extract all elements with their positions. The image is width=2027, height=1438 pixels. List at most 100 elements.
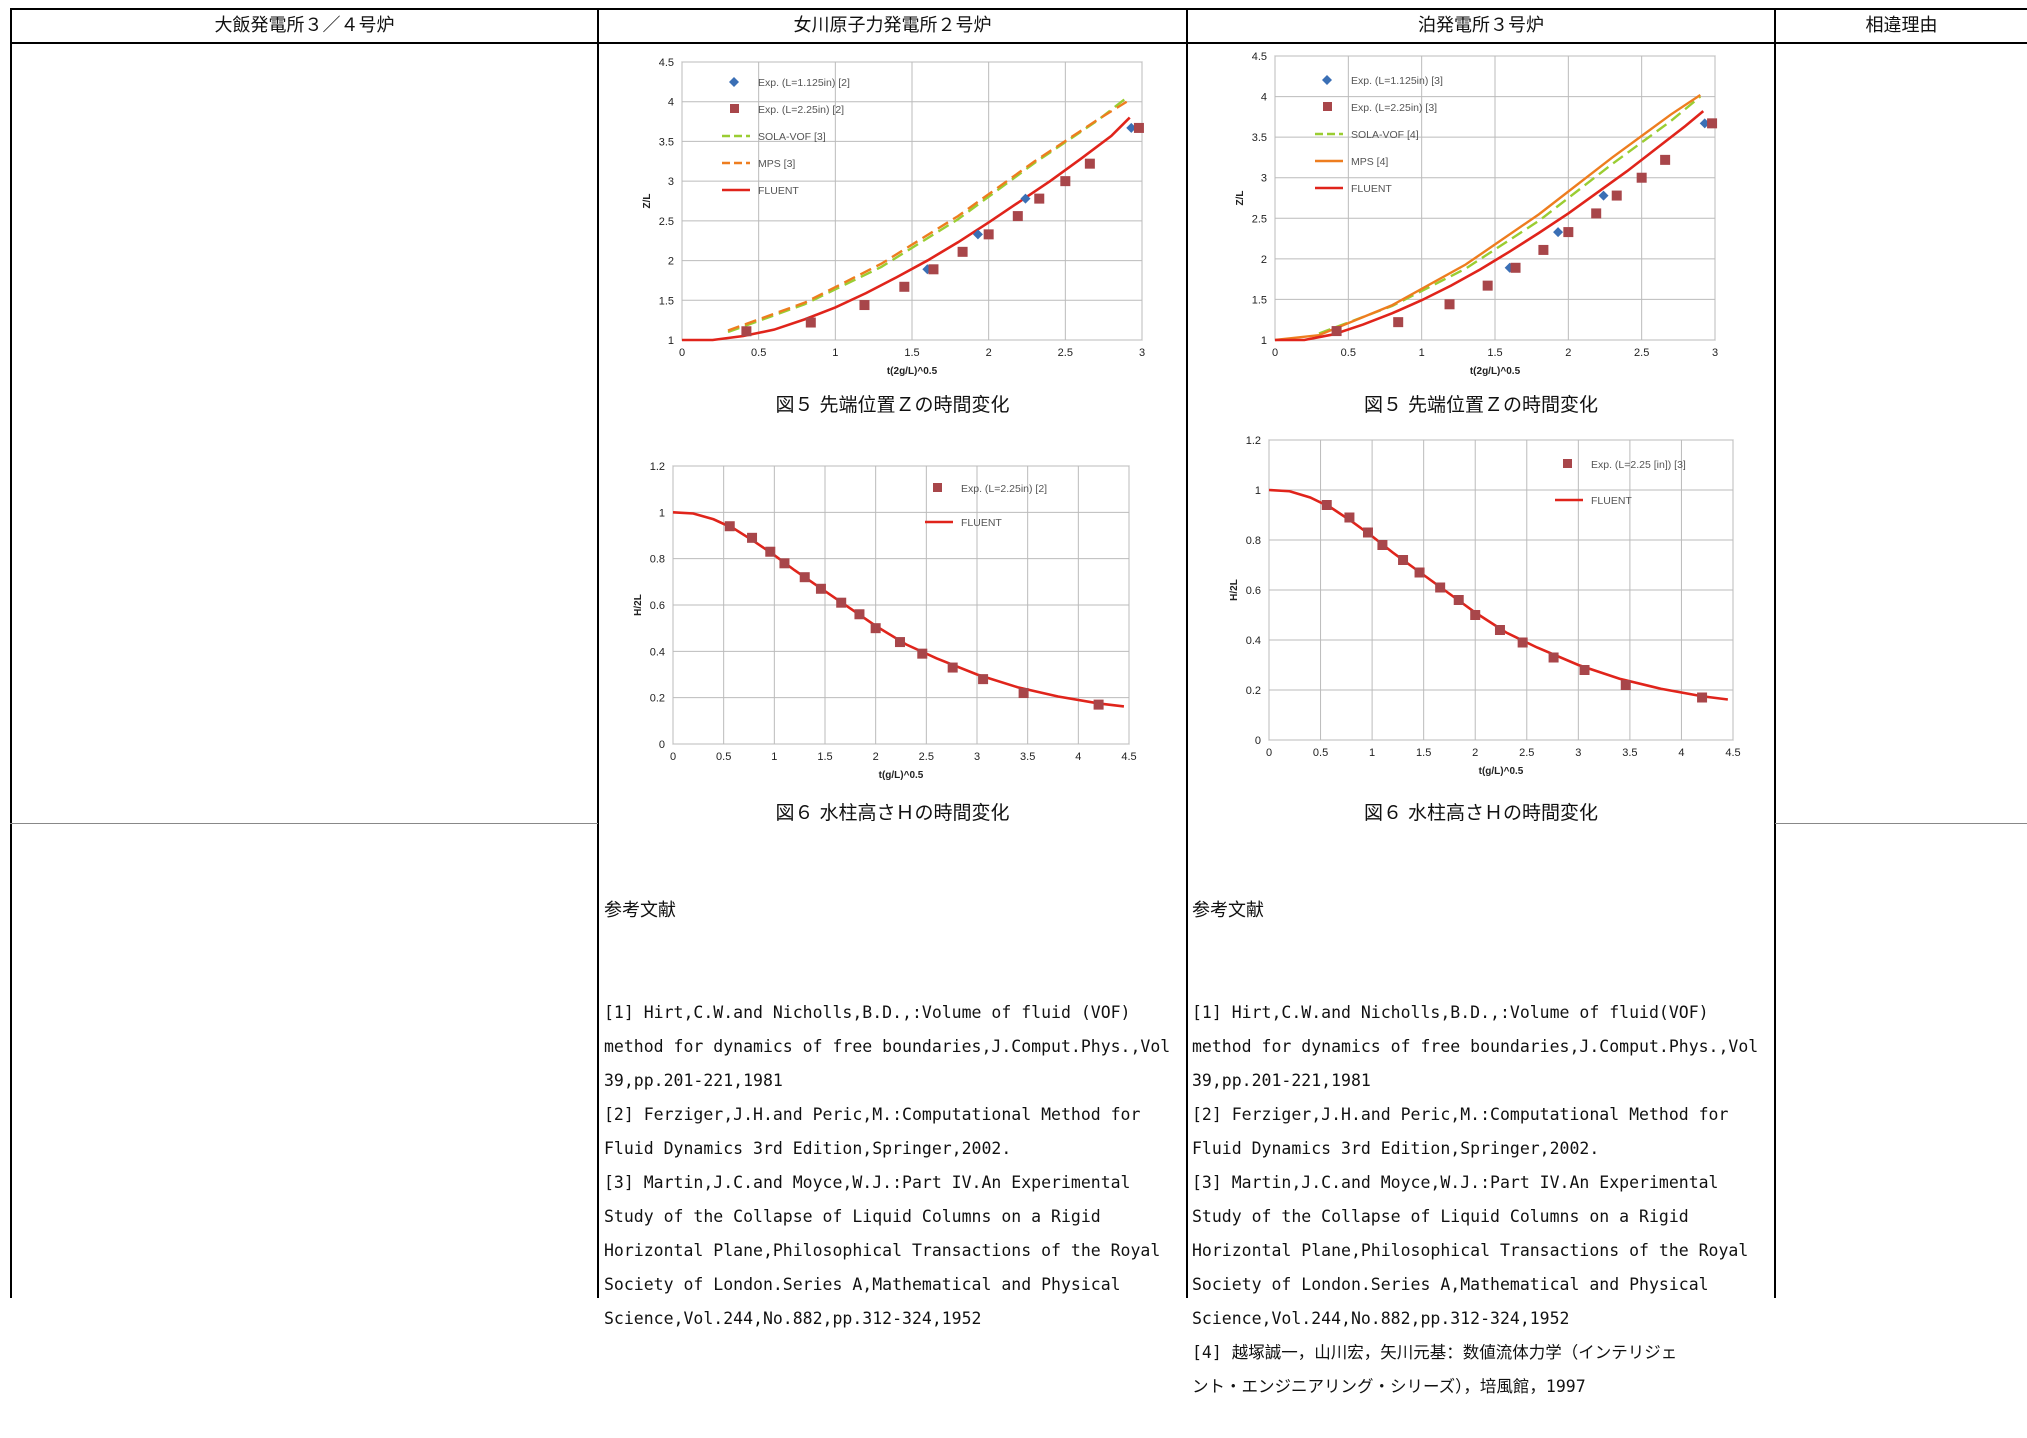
x-tick-label: 4.5: [1725, 747, 1740, 759]
data-point-square: [1660, 154, 1671, 165]
x-tick-label: 2: [1472, 747, 1478, 759]
data-point-square: [1362, 527, 1373, 538]
right-column-rule: [1775, 823, 2027, 824]
data-point-square: [1444, 299, 1455, 310]
x-axis-label: t(g/L)^0.5: [1479, 766, 1524, 777]
y-tick-label: 0.4: [650, 646, 665, 658]
onagawa-refs-list: [1] Hirt,C.W.and Nicholls,B.D.,:Volume o…: [604, 996, 1184, 1336]
y-tick-label: 0.8: [650, 554, 665, 566]
tomari-fig5-chart: 0 0.5 1 1.5 2 2.5 3 1 1.5 2 2.5 3 3.5 4 4.5 t(2g/L)^0.5…: [1235, 51, 1718, 377]
legend-marker: [729, 77, 739, 87]
data-point-square: [1344, 512, 1355, 523]
x-tick-label: 0.5: [751, 347, 766, 359]
reference-line: [4] 越塚誠一，山川宏，矢川元基：数値流体力学（インテリジェ: [1192, 1343, 1678, 1362]
y-tick-label: 1.5: [1252, 294, 1267, 306]
y-tick-label: 3: [1261, 173, 1267, 185]
data-point-diamond: [1598, 190, 1609, 201]
x-tick-label: 4.5: [1121, 751, 1136, 763]
data-point-square: [724, 521, 735, 532]
x-tick-label: 0: [670, 751, 676, 763]
data-point-square: [1018, 688, 1029, 699]
onagawa-fig6-chart: 0 0.5 1 1.5 2 2.5 3 3.5 4 4.5 0 0.2 0.4 0.6 0.8 1 1.2 t(g…: [633, 461, 1137, 781]
x-tick-label: 3.5: [1020, 751, 1035, 763]
x-tick-label: 1: [1419, 347, 1425, 359]
x-tick-label: 2.5: [919, 751, 934, 763]
x-tick-label: 2: [986, 347, 992, 359]
header-difference-reason: 相違理由: [1865, 15, 1938, 36]
reference-line: method for dynamics of free boundaries,J…: [604, 1037, 1171, 1056]
y-tick-label: 3.5: [1252, 132, 1267, 144]
legend-marker: [933, 483, 942, 492]
header-onagawa: 女川原子力発電所２号炉: [793, 15, 992, 36]
data-point-square: [1331, 326, 1342, 337]
data-point-square: [1470, 610, 1481, 620]
data-point-square: [917, 648, 928, 659]
reference-line: Society of London.Series A,Mathematical …: [604, 1275, 1121, 1294]
y-tick-label: 4: [1261, 92, 1267, 104]
column-divider-1: [597, 8, 599, 1298]
data-point-square: [1435, 582, 1446, 593]
reference-line: Society of London.Series A,Mathematical …: [1192, 1275, 1709, 1294]
legend-label: MPS [4]: [1351, 156, 1388, 168]
x-tick-label: 3: [1575, 747, 1581, 759]
data-point-square: [1012, 211, 1023, 222]
y-axis-label: H/2L: [1229, 579, 1240, 601]
data-point-square: [899, 281, 910, 292]
x-tick-label: 0: [1266, 747, 1272, 759]
y-tick-label: 4: [668, 97, 674, 109]
legend-label: SOLA-VOF [3]: [758, 131, 826, 143]
y-tick-label: 0.2: [1246, 685, 1261, 697]
legend-label: Exp. (L=2.25 [in]) [3]: [1591, 459, 1686, 471]
data-point-square: [894, 637, 905, 648]
data-point-square: [1377, 540, 1388, 550]
onagawa-fig5-chart: 0 0.5 1 1.5 2 2.5 3 1 1.5 2 2.5 3 3.5 4 4.5 t(2g/L)^0.5…: [642, 57, 1145, 377]
x-tick-label: 4: [1678, 747, 1684, 759]
data-point-square: [1636, 172, 1647, 183]
data-point-diamond: [1699, 118, 1710, 129]
data-point-square: [1548, 652, 1559, 663]
data-point-square: [983, 229, 994, 240]
reference-line: 39,pp.201-221,1981: [604, 1071, 783, 1090]
data-point-square: [1697, 692, 1708, 703]
legend-label: Exp. (L=2.25in) [3]: [1351, 102, 1437, 114]
legend-marker: [1323, 102, 1332, 111]
data-point-square: [1707, 118, 1718, 129]
onagawa-fig6-caption: 図６ 水柱高さＨの時間変化: [775, 802, 1010, 824]
data-point-square: [1133, 122, 1144, 133]
reference-line: [1] Hirt,C.W.and Nicholls,B.D.,:Volume o…: [604, 1003, 1131, 1022]
x-tick-label: 3: [974, 751, 980, 763]
data-point-square: [1084, 158, 1095, 169]
series-line: [1274, 93, 1701, 342]
y-tick-label: 3.5: [659, 136, 674, 148]
reference-line: Science,Vol.244,No.882,pp.312-324,1952: [604, 1309, 982, 1328]
data-point-diamond: [1020, 193, 1031, 204]
data-point-square: [1060, 176, 1071, 187]
x-tick-label: 1.5: [817, 751, 832, 763]
reference-line: Horizontal Plane,Philosophical Transacti…: [604, 1241, 1161, 1260]
x-tick-label: 0: [679, 347, 685, 359]
y-tick-label: 0.8: [1246, 535, 1261, 547]
legend-marker: [1322, 75, 1332, 85]
y-axis-label: H/2L: [633, 594, 644, 616]
data-point-diamond: [1553, 227, 1564, 238]
reference-line: ント・エンジニアリング・シリーズ），培風館，1997: [1192, 1377, 1586, 1396]
data-point-square: [747, 532, 758, 543]
data-point-square: [1517, 637, 1528, 648]
data-point-square: [779, 558, 790, 569]
tomari-fig5-caption: 図５ 先端位置Ｚの時間変化: [1363, 394, 1599, 416]
data-point-square: [1494, 625, 1505, 635]
data-point-square: [1414, 567, 1425, 578]
reference-line: Fluid Dynamics 3rd Edition,Springer,2002…: [1192, 1139, 1600, 1158]
onagawa-references: 参考文献 [1] Hirt,C.W.and Nicholls,B.D.,:Vol…: [604, 826, 1184, 1370]
data-point-square: [1510, 262, 1521, 273]
onagawa-fig5-caption: 図５ 先端位置Ｚの時間変化: [775, 394, 1010, 416]
y-tick-label: 3: [668, 176, 674, 188]
table-left-border: [10, 8, 12, 1298]
data-point-diamond: [922, 264, 933, 275]
data-point-square: [741, 326, 752, 337]
legend-label: FLUENT: [1351, 183, 1392, 195]
data-point-square: [1620, 680, 1631, 690]
x-tick-label: 2: [1565, 347, 1571, 359]
tomari-fig6-caption: 図６ 水柱高さＨの時間変化: [1363, 802, 1599, 824]
y-tick-label: 4.5: [1252, 51, 1267, 63]
